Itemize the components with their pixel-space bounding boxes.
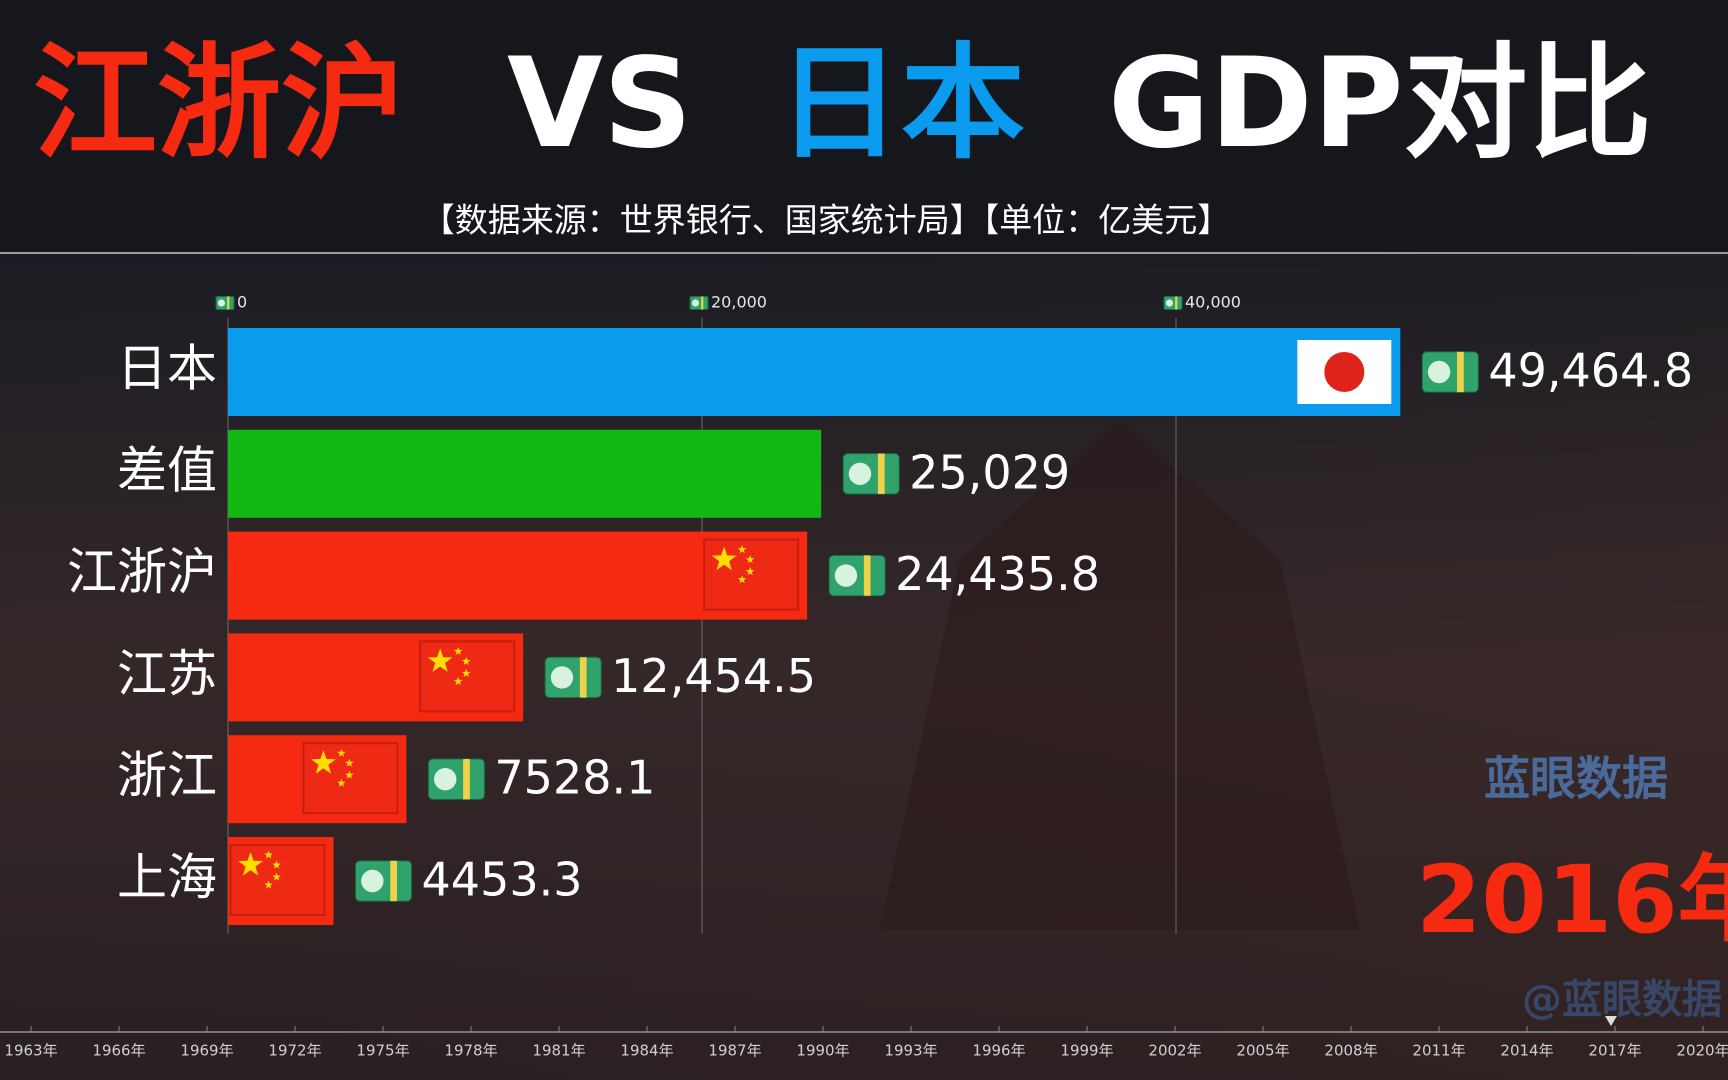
money-icon-band [1457,351,1464,393]
flag-star [272,872,281,881]
category-label: 差值 [117,441,217,499]
money-icon-band [579,657,587,698]
flag-disc [1324,352,1365,392]
flag [302,742,399,815]
value-label: 7528.1 [494,751,655,805]
timeline-label[interactable]: 2020年 [1676,1042,1728,1060]
timeline-label[interactable]: 2014年 [1500,1042,1553,1060]
watermark: 蓝眼数据 [1484,752,1668,806]
timeline-label[interactable]: 1966年 [92,1042,145,1060]
flag-star [461,668,471,677]
flag [703,538,800,611]
flag-star [461,656,471,665]
timeline-label[interactable]: 1963年 [4,1042,57,1060]
timeline-label[interactable]: 1987年 [708,1042,761,1060]
flag-star [337,748,346,757]
title-part: 日本 [777,32,1025,176]
x-tick-label: 0 [237,293,247,312]
timeline-label[interactable]: 1975年 [356,1042,409,1060]
flag-star [427,648,453,672]
category-label: 浙江 [117,747,217,805]
flag-star [745,555,755,564]
value-label: 25,029 [909,445,1070,499]
money-icon-dot [1165,299,1173,307]
category-label: 江苏 [117,645,217,703]
timeline-label[interactable]: 1981年 [532,1042,585,1060]
value-label: 12,454.5 [611,649,816,703]
money-icon-band [863,555,871,596]
timeline-label[interactable]: 1993年 [884,1042,937,1060]
flag-star [711,546,737,571]
category-label: 上海 [117,849,217,907]
bar [228,328,1401,416]
timeline-label[interactable]: 1996年 [972,1042,1025,1060]
flag-star [745,567,755,576]
flag-star [238,852,263,876]
money-icon-dot [217,299,225,307]
year-label: 2016年 [1416,846,1728,955]
timeline-label[interactable]: 2008年 [1324,1042,1377,1060]
flag-star [337,778,346,787]
money-icon-dot [550,666,574,689]
money-icon-band [1175,296,1178,310]
x-tick-label: 40,000 [1185,293,1241,312]
flag-star [453,646,463,655]
timeline-label[interactable]: 1990年 [796,1042,849,1060]
money-icon-band [701,296,704,310]
timeline-handle[interactable] [1605,1016,1617,1026]
pagoda-silhouette [880,420,1360,930]
money-icon-band [390,860,397,902]
flag-star [453,676,463,685]
x-tick-label: 20,000 [711,293,767,312]
money-icon-dot [434,768,457,791]
money-icon-band [463,759,470,800]
timeline-label[interactable]: 2002年 [1148,1042,1201,1060]
subtitle: 【数据来源：世界银行、国家统计局】【单位：亿美元】 [422,201,1231,240]
value-label: 49,464.8 [1488,344,1693,398]
timeline-label[interactable]: 2017年 [1588,1042,1641,1060]
title-part: GDP对比 [1108,32,1652,176]
category-label: 日本 [117,340,217,398]
timeline-label[interactable]: 2011年 [1412,1042,1465,1060]
money-icon-band [227,296,230,310]
flag-star [737,545,747,554]
money-icon-dot [691,299,700,307]
flag [229,844,326,916]
timeline-label[interactable]: 1999年 [1060,1042,1113,1060]
bar [228,429,822,518]
value-label: 4453.3 [422,853,583,907]
flag-star [737,575,747,584]
money-icon-dot [1427,360,1451,384]
flag [419,640,516,713]
title-part: VS [507,32,692,176]
timeline-label[interactable]: 1972年 [268,1042,321,1060]
value-label: 24,435.8 [895,547,1100,601]
flag-star [264,850,273,859]
money-icon-dot [834,564,858,587]
title-part: 江浙沪 [33,32,405,176]
timeline-label[interactable]: 1969年 [180,1042,233,1060]
flag-star [345,770,354,779]
watermark-handle: @蓝眼数据 [1522,977,1722,1023]
category-label: 江浙沪 [67,543,217,601]
flag-star [264,880,273,889]
money-icon-band [877,453,885,494]
timeline-label[interactable]: 2005年 [1236,1042,1289,1060]
flag-star [345,758,354,767]
flag-star [272,860,281,869]
money-icon-dot [848,462,872,485]
money-icon-dot [361,869,384,893]
header-band [0,0,1728,252]
timeline-label[interactable]: 1978年 [444,1042,497,1060]
flag-star [311,750,336,774]
timeline-label[interactable]: 1984年 [620,1042,673,1060]
